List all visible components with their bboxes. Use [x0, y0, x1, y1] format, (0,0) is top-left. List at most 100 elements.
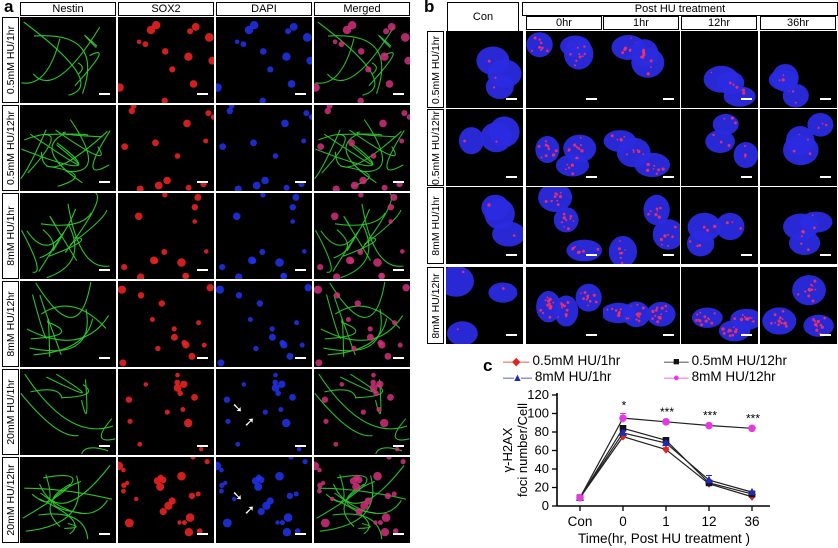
scale-bar: [663, 254, 674, 256]
y-tick-label: 60: [535, 443, 549, 458]
nucleus-image-1hr: [603, 267, 680, 344]
panel-a-row-label-4: 8mM HU/12hr: [2, 281, 19, 367]
data-point: [576, 493, 584, 502]
nucleus-image-0hr: [526, 187, 603, 264]
scale-bar: [586, 254, 597, 256]
panel-b-row-label-3: 8mM HU/1hr: [427, 187, 444, 264]
micrograph-image: [21, 193, 110, 279]
panel-a-row-label-text: 20mM HU/12hr: [4, 464, 17, 536]
scale-bar: [586, 334, 597, 336]
x-tick-label: Con: [568, 514, 593, 529]
timepoint-header-0hr: 0hr: [526, 16, 602, 30]
significance-label: ***: [703, 409, 717, 423]
scale-bar: [586, 98, 597, 100]
legend-entry: —▲— 8mM HU/1hr: [503, 369, 611, 384]
scale-bar: [506, 176, 517, 178]
scale-bar: [197, 357, 208, 359]
nucleus-image-1hr: [603, 31, 680, 108]
legend-marker-triangle-icon: —▲—: [503, 372, 532, 384]
scale-bar: [393, 533, 404, 535]
scale-bar: [99, 269, 110, 271]
nucleus-image-1hr: [603, 187, 680, 264]
arrow-icon: ➚: [244, 414, 255, 429]
micrograph-image: [315, 193, 405, 279]
panel-a-col-header-1: Nestin: [20, 2, 116, 16]
micrograph-nestin: [20, 281, 116, 367]
scale-bar: [393, 445, 404, 447]
y-tick-label: 20: [535, 480, 549, 495]
micrograph-merged: [314, 457, 410, 543]
scale-bar: [663, 334, 674, 336]
micrograph-sox2: [118, 105, 214, 191]
data-point: [705, 479, 713, 487]
micrograph-nestin: [20, 17, 116, 103]
micrograph-image: [118, 21, 214, 103]
micrograph-sox2: [118, 17, 214, 103]
y-tick-label: 40: [535, 461, 549, 476]
micrograph-image: [26, 281, 110, 357]
y-tick-label: 100: [527, 406, 549, 421]
legend-entry: —●— 8mM HU/12hr: [664, 369, 776, 384]
micrograph-dapi: [216, 17, 312, 103]
scale-bar: [197, 181, 208, 183]
scale-bar: [197, 93, 208, 95]
panel-a-row-label-5: 20mM HU/1hr: [2, 369, 19, 455]
legend-label: 8mM HU/12hr: [691, 369, 776, 384]
panel-b-row-label-text: 8mM HU/12hr: [429, 272, 442, 339]
micrograph-image: [314, 372, 410, 455]
nucleus-image-con: [446, 109, 523, 186]
scale-bar: [393, 269, 404, 271]
nucleus-image: [608, 194, 680, 264]
panel-b-row-label-2: 0.5mM HU/12hr: [427, 109, 444, 186]
legend-marker-square-icon: —■—: [664, 356, 689, 368]
nucleus-image: [446, 267, 518, 344]
scale-bar: [506, 334, 517, 336]
panel-b-row-label-text: 0.5mM HU/1hr: [429, 35, 442, 104]
panel-a-row-label-1: 0.5mM HU/1hr: [2, 17, 19, 103]
panel-a-row-label-text: 8mM HU/1hr: [4, 206, 17, 266]
micrograph-merged: [314, 193, 410, 279]
y-axis-label: foci number/Cell: [515, 403, 530, 497]
micrograph-nestin: [20, 193, 116, 279]
scale-bar: [506, 254, 517, 256]
panel-a-label: a: [4, 0, 14, 16]
legend-label: 8mM HU/1hr: [534, 369, 612, 384]
y-tick-label: 120: [527, 387, 549, 402]
nucleus-image-0hr: [526, 267, 603, 344]
nucleus-image: [481, 194, 523, 247]
micrograph-image: [21, 21, 101, 96]
data-point: [576, 493, 584, 502]
micrograph-image: [118, 457, 210, 537]
nucleus-image: [526, 32, 594, 70]
data-point: [705, 421, 713, 430]
scale-bar: [99, 93, 110, 95]
nucleus-image-1hr: [603, 109, 680, 186]
data-point: [662, 437, 670, 444]
scale-bar: [393, 357, 404, 359]
scale-bar: [663, 98, 674, 100]
scale-bar: [295, 93, 306, 95]
scale-bar: [506, 98, 517, 100]
data-point: [619, 425, 627, 432]
panel-a-col-header-3: DAPI: [216, 2, 312, 16]
nucleus-image-12hr: [681, 187, 758, 264]
data-point: [619, 428, 627, 436]
micrograph-image: [216, 21, 312, 103]
legend-label: 0.5mM HU/12hr: [691, 353, 787, 368]
significance-label: *: [622, 399, 627, 413]
nucleus-image: [611, 35, 665, 78]
micrograph-dapi: [216, 281, 312, 367]
micrograph-merged: [314, 17, 410, 103]
series-line: [579, 435, 753, 499]
legend-marker-diamond-icon: —◆—: [503, 356, 530, 368]
scale-bar: [99, 533, 110, 535]
nucleus-image-36hr: [760, 187, 837, 264]
nucleus-image: [603, 301, 676, 328]
scale-bar: [295, 445, 306, 447]
x-axis-label: Time(hr, Post HU treatment ): [578, 531, 750, 546]
micrograph-image: [314, 457, 407, 540]
data-point: [748, 424, 756, 433]
scale-bar: [197, 533, 208, 535]
scale-bar: [295, 181, 306, 183]
micrograph-sox2: [118, 369, 214, 455]
